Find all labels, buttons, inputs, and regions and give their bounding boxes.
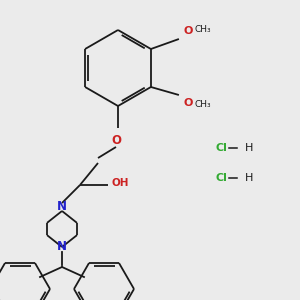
Text: O: O xyxy=(184,26,193,36)
Text: Cl: Cl xyxy=(215,143,227,153)
Text: N: N xyxy=(57,241,67,254)
Text: N: N xyxy=(57,200,67,214)
Text: CH₃: CH₃ xyxy=(195,100,211,109)
Text: CH₃: CH₃ xyxy=(195,25,211,34)
Text: O: O xyxy=(111,134,121,148)
Text: O: O xyxy=(184,98,193,108)
Text: H: H xyxy=(245,143,254,153)
Text: OH: OH xyxy=(112,178,130,188)
Text: H: H xyxy=(245,173,254,183)
Text: Cl: Cl xyxy=(215,173,227,183)
